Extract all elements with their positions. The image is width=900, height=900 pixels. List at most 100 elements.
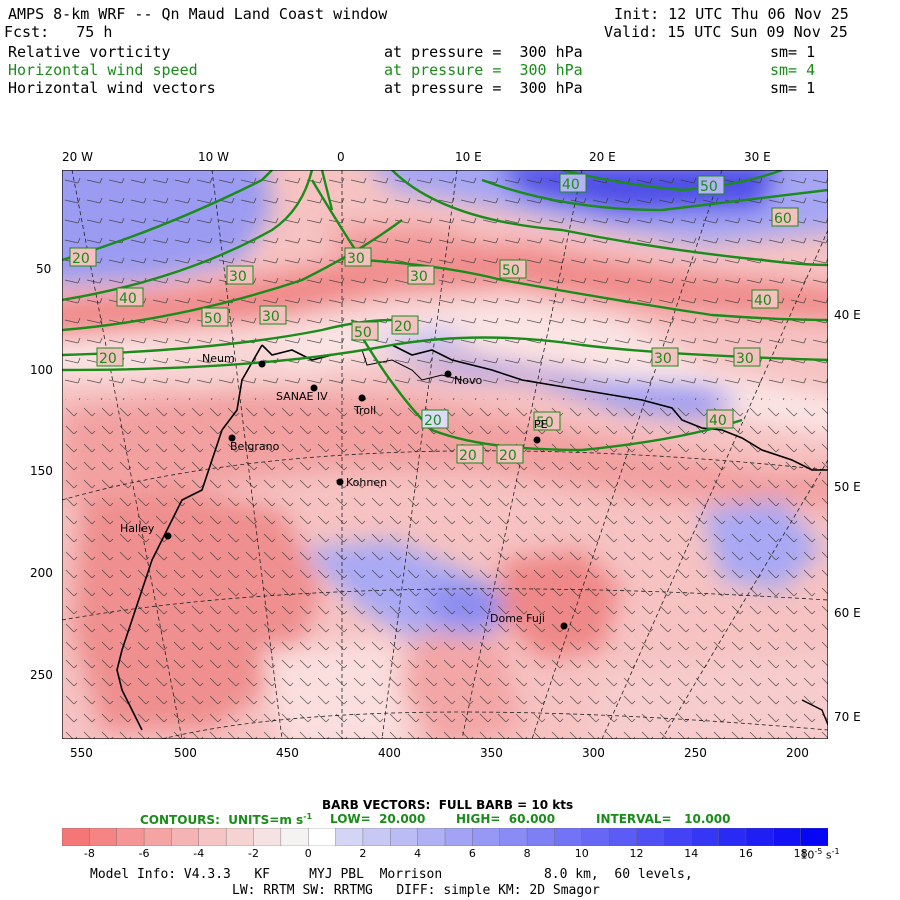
contour-label: 20 [391, 315, 419, 335]
ice-shelf-edge [361, 349, 463, 381]
contour-label: 20 [496, 444, 524, 464]
colorbar-cell [636, 828, 665, 846]
contour-label-text: 20 [424, 413, 442, 429]
colorbar-unit-suffix-exponent: -1 [831, 847, 840, 856]
contour-label: 30 [344, 247, 372, 267]
colorbar-tick-label: -8 [83, 847, 95, 860]
contour-label: 30 [226, 265, 254, 285]
contour-label [717, 410, 743, 428]
colorbar-tick-label: 14 [684, 847, 699, 860]
colorbar-cell [581, 828, 610, 846]
contours-low: LOW= 20.000 [330, 812, 426, 826]
contour-label: 30 [651, 347, 679, 367]
y-tick-250: 250 [30, 668, 53, 682]
valid-time: Valid: 15 UTC Sun 09 Nov 25 [604, 23, 848, 41]
colorbar-tick-label: 12 [629, 847, 644, 860]
svg-text:Neum: Neum [202, 352, 235, 365]
contour-label: 50 [201, 307, 229, 327]
colorbar-cell [171, 828, 200, 846]
contour-label: 40 [706, 409, 734, 429]
colorbar-tick-label: 10 [574, 847, 589, 860]
contour-label: 50 [533, 411, 561, 431]
field-2-sm: sm= 4 [770, 61, 816, 79]
contour-label-text: 50 [502, 263, 520, 279]
colorbar-cell [444, 828, 474, 846]
contour-label-text: 50 [700, 179, 718, 195]
field-3-level: at pressure = 300 hPa [384, 79, 583, 97]
svg-text:Kohnen: Kohnen [346, 476, 387, 489]
y-tick-150: 150 [30, 464, 53, 478]
colorbar-tick-label: 8 [523, 847, 531, 860]
contour-label-text: 20 [394, 319, 412, 335]
station-novo: Novo [444, 370, 482, 387]
colorbar-tick-label: 16 [738, 847, 753, 860]
y-tick-200: 200 [30, 566, 53, 580]
coast-southeast [801, 699, 828, 726]
colorbar-cell [745, 828, 774, 846]
barb-legend: BARB VECTORS: FULL BARB = 10 kts [322, 798, 574, 812]
init-time: Init: 12 UTC Thu 06 Nov 25 [614, 5, 849, 23]
contour-label: 40 [116, 287, 144, 307]
lon-label-40e: 40 E [834, 308, 861, 322]
lon-label-10e: 10 E [455, 150, 482, 164]
y-tick-100: 100 [30, 363, 53, 377]
svg-text:Novo: Novo [454, 374, 482, 387]
colorbar-cell [143, 828, 173, 846]
contour-label-text: 50 [204, 311, 222, 327]
contour-label-text: 40 [709, 413, 727, 429]
lon-label-20e: 20 E [589, 150, 616, 164]
colorbar-cell [773, 828, 802, 846]
x-tick-400: 400 [378, 746, 401, 760]
lon-label-30e: 30 E [744, 150, 771, 164]
contour-label: 20 [421, 409, 449, 429]
colorbar-cell [253, 828, 282, 846]
svg-text:Troll: Troll [353, 404, 376, 417]
contour-label-text: 30 [736, 351, 754, 367]
colorbar-cell [116, 828, 145, 846]
graticule [62, 170, 828, 739]
station-dome-fuji: Dome Fuji [490, 612, 568, 630]
contour-labels: 20 30 40 50 60 30 40 50 30 20 30 40 50 3… [69, 173, 799, 464]
x-tick-550: 550 [70, 746, 93, 760]
colorbar-unit-suffix: s [825, 848, 832, 862]
contours-units-sup: -1 [303, 812, 313, 821]
colorbar-cell [472, 828, 501, 846]
svg-text:PE: PE [534, 418, 548, 431]
contour-label: 20 [96, 347, 124, 367]
x-tick-350: 350 [480, 746, 503, 760]
station-troll: Troll [353, 394, 376, 417]
colorbar-cell [526, 828, 556, 846]
contour-label-text: 20 [99, 351, 117, 367]
x-tick-450: 450 [276, 746, 299, 760]
colorbar-cell [225, 828, 255, 846]
contours-legend: CONTOURS: UNITS=m s-1 [140, 812, 312, 827]
colorbar-tick-label: -6 [138, 847, 150, 860]
lon-label-50e: 50 E [834, 480, 861, 494]
station-halley: Halley [120, 522, 172, 540]
y-tick-50: 50 [36, 262, 52, 276]
field-2-level: at pressure = 300 hPa [384, 61, 583, 79]
colorbar-cell [362, 828, 391, 846]
stations: Neum SANAE IV Troll Novo PE Kohnen Halle… [120, 352, 568, 630]
contour-label-text: 40 [562, 177, 580, 193]
colorbar-unit-base: 10 [800, 848, 815, 862]
colorbar-cell [62, 828, 91, 846]
contour-label: 30 [407, 265, 435, 285]
colorbar-cell [417, 828, 446, 846]
lon-label-60e: 60 E [834, 606, 861, 620]
station-sanae: SANAE IV [276, 384, 328, 403]
map-title: AMPS 8-km WRF -- Qn Maud Land Coast wind… [8, 5, 388, 23]
colorbar-cell [335, 828, 364, 846]
field-3-sm: sm= 1 [770, 79, 816, 97]
station-neum: Neum [202, 352, 266, 368]
colorbar-cell [499, 828, 528, 846]
x-tick-200: 200 [786, 746, 809, 760]
colorbar-cell [308, 828, 337, 846]
field-3-name: Horizontal wind vectors [8, 79, 216, 97]
x-tick-300: 300 [582, 746, 605, 760]
contours-interval: INTERVAL= 10.000 [596, 812, 731, 826]
x-tick-500: 500 [174, 746, 197, 760]
colorbar-unit: 10-5 s-1 [800, 847, 839, 862]
svg-text:Halley: Halley [120, 522, 155, 535]
svg-text:SANAE IV: SANAE IV [276, 390, 328, 403]
